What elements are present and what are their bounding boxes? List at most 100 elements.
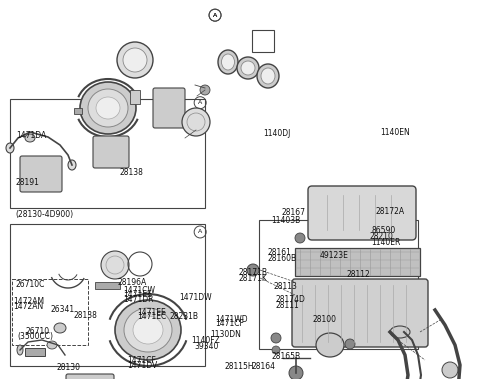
Text: 28171K: 28171K (239, 274, 267, 283)
Text: 28100: 28100 (313, 315, 337, 324)
Text: 28161: 28161 (268, 248, 292, 257)
Text: 28111: 28111 (275, 301, 299, 310)
Bar (74, 108, 82, 114)
Text: 1140ER: 1140ER (372, 238, 401, 247)
FancyBboxPatch shape (308, 186, 416, 240)
Bar (295, 248, 420, 276)
Ellipse shape (237, 57, 259, 79)
Text: 1140EN: 1140EN (381, 128, 410, 137)
Text: 28160B: 28160B (268, 254, 297, 263)
Circle shape (289, 366, 303, 379)
Ellipse shape (96, 97, 120, 119)
FancyBboxPatch shape (292, 279, 428, 347)
Text: 28231B: 28231B (169, 312, 198, 321)
Text: 1471DA: 1471DA (16, 131, 46, 140)
Bar (259, 220, 418, 349)
Ellipse shape (221, 54, 235, 70)
Text: 1471EE: 1471EE (137, 308, 166, 317)
Text: 28191: 28191 (16, 178, 40, 187)
Text: 1471EE: 1471EE (123, 290, 152, 299)
Text: 28196A: 28196A (117, 278, 146, 287)
Text: 28138: 28138 (73, 311, 97, 320)
Text: 28130: 28130 (57, 363, 81, 372)
Text: 1471WD: 1471WD (216, 315, 248, 324)
Text: 39340: 39340 (195, 342, 219, 351)
Ellipse shape (257, 64, 279, 88)
Ellipse shape (17, 345, 23, 355)
Text: 28115H: 28115H (225, 362, 254, 371)
Text: 26710: 26710 (26, 327, 50, 337)
Text: 28210: 28210 (370, 232, 394, 241)
Ellipse shape (6, 143, 14, 153)
Circle shape (295, 233, 305, 243)
Text: 26341: 26341 (51, 305, 75, 314)
Ellipse shape (316, 333, 344, 357)
Circle shape (123, 48, 147, 72)
Bar (130, 90, 140, 104)
FancyBboxPatch shape (153, 88, 185, 128)
Circle shape (117, 42, 153, 78)
Circle shape (101, 251, 129, 279)
Ellipse shape (25, 134, 35, 142)
Text: 86590: 86590 (372, 226, 396, 235)
Text: 1471CW: 1471CW (123, 286, 155, 295)
Bar (25, 348, 45, 356)
Ellipse shape (261, 68, 275, 84)
Circle shape (345, 339, 355, 349)
Text: A: A (198, 100, 202, 105)
Text: 1471CF: 1471CF (127, 356, 156, 365)
Ellipse shape (115, 300, 181, 360)
Text: A: A (213, 13, 217, 18)
Ellipse shape (47, 341, 57, 349)
Ellipse shape (133, 316, 163, 344)
Bar (12, 279, 88, 345)
Circle shape (442, 362, 458, 378)
Bar (252, 30, 274, 52)
Text: 11403B: 11403B (271, 216, 300, 225)
Ellipse shape (80, 82, 136, 134)
Text: 1471DR: 1471DR (123, 295, 154, 304)
Text: 1140DJ: 1140DJ (263, 129, 290, 138)
FancyBboxPatch shape (93, 136, 129, 168)
Text: 26710C: 26710C (16, 280, 45, 289)
Text: 1471DW: 1471DW (180, 293, 212, 302)
Text: 1471CF: 1471CF (216, 319, 244, 328)
Text: 28171B: 28171B (239, 268, 267, 277)
Circle shape (271, 333, 281, 343)
Bar (95, 282, 120, 289)
Ellipse shape (218, 50, 238, 74)
Ellipse shape (68, 160, 76, 170)
Circle shape (200, 85, 210, 95)
Text: 28164: 28164 (252, 362, 276, 371)
Text: 28167: 28167 (282, 208, 306, 217)
Text: 1130DN: 1130DN (210, 330, 240, 340)
Text: 1472AM: 1472AM (13, 297, 45, 306)
Bar (10, 224, 205, 366)
Bar (10, 99, 205, 208)
FancyBboxPatch shape (66, 374, 114, 379)
Ellipse shape (54, 323, 66, 333)
Text: 1472AN: 1472AN (13, 302, 44, 311)
Circle shape (272, 346, 280, 354)
Text: 28113: 28113 (274, 282, 298, 291)
Text: 1471DV: 1471DV (127, 361, 157, 370)
Text: 28172A: 28172A (375, 207, 405, 216)
Text: 28138: 28138 (119, 168, 143, 177)
Ellipse shape (241, 61, 255, 75)
Text: 1471EC: 1471EC (137, 312, 167, 321)
Text: 49123E: 49123E (320, 251, 348, 260)
Circle shape (247, 264, 259, 276)
Text: 28174D: 28174D (275, 295, 305, 304)
Text: A: A (198, 229, 202, 235)
Text: (3500CC): (3500CC) (17, 332, 53, 341)
Text: A: A (213, 13, 217, 18)
Circle shape (182, 108, 210, 136)
Text: 28112: 28112 (346, 270, 370, 279)
Ellipse shape (88, 89, 128, 127)
Text: 28165B: 28165B (271, 352, 300, 362)
Text: (28130-4D900): (28130-4D900) (16, 210, 74, 219)
Text: 1140FZ: 1140FZ (191, 336, 220, 345)
FancyBboxPatch shape (20, 156, 62, 192)
Ellipse shape (124, 308, 172, 352)
Ellipse shape (390, 326, 410, 338)
